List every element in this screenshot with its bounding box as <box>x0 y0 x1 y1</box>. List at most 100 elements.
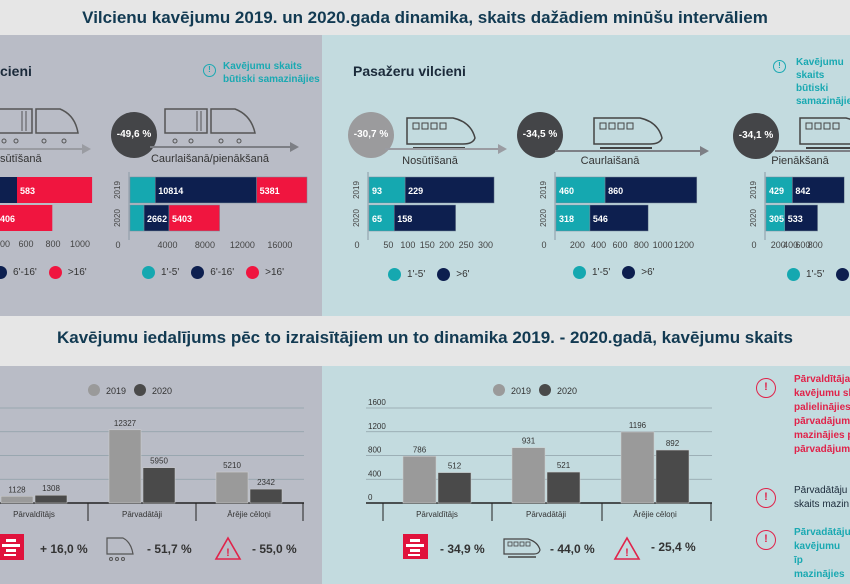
tick-label: 16000 <box>267 240 292 250</box>
bar <box>108 429 142 504</box>
tick-label: 400 <box>368 469 382 478</box>
tick-label: 150 <box>420 240 435 250</box>
legend-dot <box>539 384 551 396</box>
tick-label: 200 <box>771 240 786 250</box>
year-label: 2020 <box>749 209 758 227</box>
tick-label: 400 <box>591 240 606 250</box>
legend-label: 6'-16' <box>210 267 235 278</box>
bar <box>142 467 176 504</box>
tick-label: 400 <box>783 240 798 250</box>
bar-segment <box>143 204 170 232</box>
freight-transit-legend: 1'-5' 6'-16' >16' <box>142 266 284 279</box>
tick-label: 200 <box>570 240 585 250</box>
change-percent: - 34,9 % <box>440 542 485 556</box>
year-label: 2019 <box>749 181 758 199</box>
freight-cause-chart: 2019 2020 1128 1308 Pārvaldītājs 12327 5950 Pār… <box>0 384 304 521</box>
segment-label: Caurlaišanā/pienākšanā <box>150 153 270 165</box>
passenger-panel <box>322 35 850 316</box>
change-percent: - 25,4 % <box>651 540 696 554</box>
svg-text:!: ! <box>226 547 230 559</box>
tick-label: 1600 <box>368 398 386 407</box>
legend-dot <box>573 266 586 279</box>
bar-segment <box>393 204 456 232</box>
note-line: būtiski samazinājies <box>223 74 320 85</box>
exclamation-icon: ! <box>756 378 776 398</box>
passenger-train-icon <box>593 117 663 149</box>
tick-label: 800 <box>808 240 823 250</box>
legend-dot <box>48 266 62 279</box>
freight-dispatch-chart: 583 406 00 600 800 1000 <box>0 177 93 249</box>
bar-segment <box>404 176 495 204</box>
legend-dot <box>493 384 505 396</box>
side-note-line: skaits mazin <box>794 499 850 510</box>
data-label: 93 <box>372 186 382 196</box>
tick-label: 250 <box>459 240 474 250</box>
year-label: 2020 <box>113 209 122 227</box>
data-label: 786 <box>413 445 427 454</box>
bar <box>620 431 655 504</box>
infrastructure-icon <box>0 534 24 560</box>
legend-label: 1'-5' <box>592 267 611 278</box>
bar-segment <box>129 176 156 204</box>
warning-icon: ! <box>214 536 242 560</box>
data-label: 546 <box>593 214 608 224</box>
info-icon: ! <box>203 64 216 77</box>
year-label: 2020 <box>539 209 548 227</box>
data-label: 892 <box>666 439 680 448</box>
side-note-line: kavējumu sk <box>794 388 850 399</box>
data-label: 521 <box>557 461 571 470</box>
passenger-train-icon <box>799 117 850 149</box>
data-label: 158 <box>397 214 412 224</box>
side-note-line: kavējumu īp <box>794 541 841 566</box>
tick-label: 600 <box>18 239 33 249</box>
data-label: 10814 <box>158 186 183 196</box>
tick-label: 800 <box>634 240 649 250</box>
warning-icon: ! <box>613 536 641 560</box>
data-label: 429 <box>769 186 784 196</box>
year-label: 2019 <box>539 181 548 199</box>
arrow-head <box>82 144 91 154</box>
legend-dot <box>191 266 205 279</box>
bar <box>546 471 581 504</box>
passenger-transit-legend: 1'-5' >6' <box>573 266 655 279</box>
data-label: 1196 <box>629 421 647 430</box>
side-note-line: mazinājies p <box>794 430 850 441</box>
data-label: 460 <box>559 186 574 196</box>
segment-label: Nosūtīšanā <box>402 155 458 167</box>
bar-segment <box>792 176 845 204</box>
freight-transit-chart: 10814 5381 2019 2662 5403 2020 0 4000 8000 12000 1… <box>113 172 308 250</box>
side-note: Pārvaldītāja kavējumu sk palielinājies pārv… <box>794 373 850 457</box>
legend-dot <box>836 268 850 281</box>
tick-label: 0 <box>751 240 756 250</box>
tick-label: 50 <box>383 240 393 250</box>
data-label: 1128 <box>8 485 26 494</box>
note-line: Kavējumu skaits <box>223 61 302 72</box>
legend-dot <box>134 384 146 396</box>
legend-dot <box>88 384 100 396</box>
legend-dot <box>246 266 260 279</box>
data-label: 512 <box>448 462 462 471</box>
svg-text:!: ! <box>625 547 629 559</box>
tick-label: 600 <box>612 240 627 250</box>
tick-label: 1200 <box>368 422 386 431</box>
bar-segment <box>784 204 818 232</box>
bar-segment <box>17 177 93 203</box>
data-label: 229 <box>408 186 423 196</box>
legend-label: 1'-5' <box>806 269 825 280</box>
legend-label: 2020 <box>557 386 577 396</box>
change-percent: - 44,0 % <box>550 542 595 556</box>
tick-label: 0 <box>354 240 359 250</box>
change-percent: + 16,0 % <box>40 542 88 556</box>
freight-train-small-icon <box>106 537 134 561</box>
data-label: 1308 <box>42 484 60 493</box>
legend-label: 1'-5' <box>407 269 426 280</box>
freight-train-icon <box>164 108 256 144</box>
tick-label: 0 <box>368 493 373 502</box>
data-label: 842 <box>795 186 810 196</box>
year-label: 2019 <box>352 181 361 199</box>
passenger-dispatch-legend: 1'-5' >6' <box>388 268 470 281</box>
passenger-train-icon <box>406 117 476 149</box>
bar-segment <box>368 204 395 232</box>
bar <box>655 449 690 504</box>
